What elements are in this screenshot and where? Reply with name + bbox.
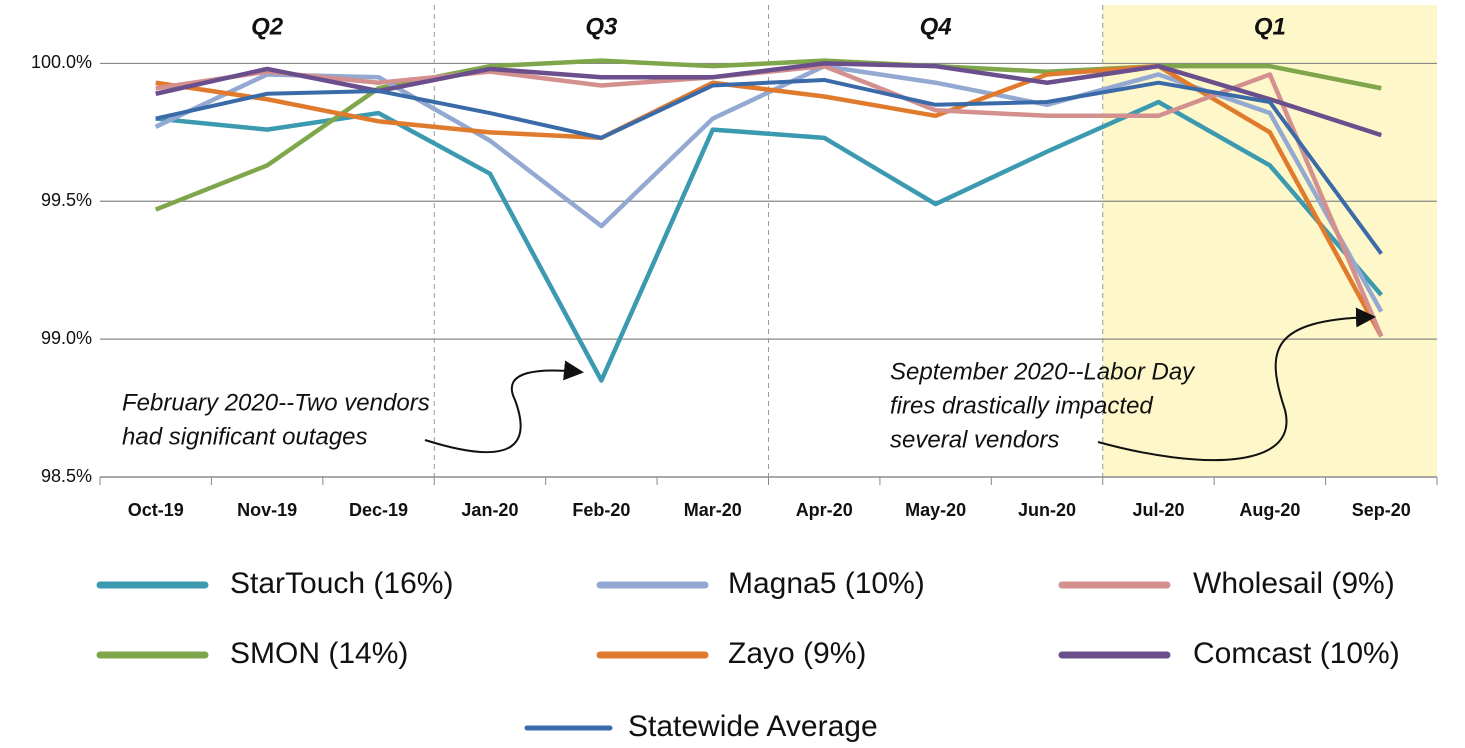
x-tick-label: Aug-20 [1239, 500, 1300, 520]
legend-label: Magna5 (10%) [728, 567, 925, 600]
quarter-label: Q2 [251, 13, 284, 40]
x-tick-label: Oct-19 [128, 500, 184, 520]
annotation: several vendors [890, 426, 1059, 453]
annotation: fires drastically impacted [890, 392, 1153, 419]
y-tick-label: 100.0% [31, 52, 92, 72]
legend-label: Zayo (9%) [728, 637, 866, 670]
x-tick-label: Jul-20 [1132, 500, 1184, 520]
x-tick-label: Dec-19 [349, 500, 408, 520]
x-tick-label: Jun-20 [1018, 500, 1076, 520]
quarter-label: Q4 [920, 13, 952, 40]
x-tick-label: Sep-20 [1352, 500, 1411, 520]
y-tick-label: 99.5% [41, 190, 92, 210]
series-line [155, 63, 1384, 338]
x-tick-label: Jan-20 [461, 500, 518, 520]
annotation-arrow [1097, 307, 1376, 462]
annotation: September 2020--Labor Day [890, 358, 1196, 385]
series-line [155, 77, 1383, 255]
x-tick-label: Apr-20 [796, 500, 853, 520]
series-line [154, 63, 1384, 313]
legend-label: Wholesail (9%) [1193, 567, 1395, 600]
legend-label: Statewide Average [628, 710, 878, 743]
series-line [154, 58, 1382, 212]
quarter-label: Q3 [585, 13, 618, 40]
x-tick-label: Nov-19 [237, 500, 297, 520]
x-tick-label: Mar-20 [684, 500, 742, 520]
x-tick-label: May-20 [905, 500, 966, 520]
annotation: had significant outages [122, 423, 368, 450]
legend-label: StarTouch (16%) [230, 567, 453, 600]
series-line [155, 61, 1382, 138]
quarter-label: Q1 [1254, 13, 1286, 40]
legend-label: Comcast (10%) [1193, 637, 1400, 670]
y-tick-label: 99.0% [41, 328, 92, 348]
annotation-arrow [424, 360, 584, 454]
x-tick-label: Feb-20 [572, 500, 630, 520]
annotation: February 2020--Two vendors [122, 389, 430, 416]
y-tick-label: 98.5% [41, 466, 92, 486]
legend-label: SMON (14%) [230, 637, 408, 670]
